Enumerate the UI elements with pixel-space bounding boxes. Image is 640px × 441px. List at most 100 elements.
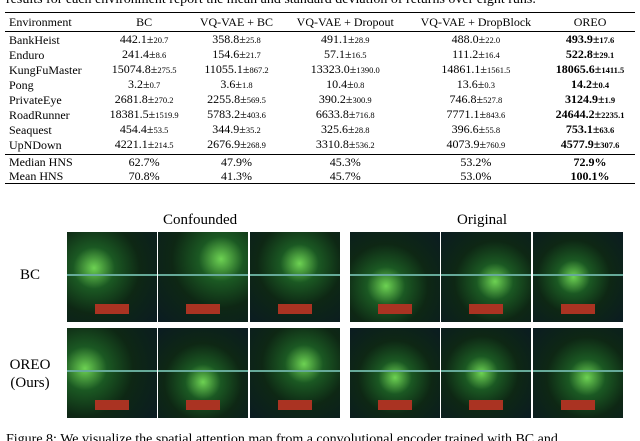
- mean: 491.1±: [321, 32, 355, 46]
- cell: 3.2±0.7: [99, 77, 189, 92]
- road: [67, 370, 157, 372]
- attention-image: [158, 232, 248, 322]
- score: [186, 400, 220, 410]
- cell: 13323.0±1390.0: [284, 62, 407, 77]
- road: [533, 370, 623, 372]
- cell: 41.3%: [220, 169, 252, 183]
- std: 63.6: [599, 125, 615, 135]
- std: 1411.5: [601, 65, 625, 75]
- cell: 390.2±300.9: [284, 92, 407, 107]
- mean: 111.2±: [452, 47, 485, 61]
- road: [67, 274, 157, 276]
- mean: 442.1±: [119, 32, 154, 46]
- mean: 57.1±: [324, 47, 352, 61]
- std: 20.7: [153, 35, 169, 45]
- row-label: BC: [19, 267, 40, 283]
- mean: 6633.8±: [315, 107, 356, 121]
- std: 17.6: [599, 35, 615, 45]
- cell: KungFuMaster: [9, 62, 82, 77]
- cell: 47.9%: [220, 155, 252, 169]
- cell: 325.6±28.8: [284, 122, 407, 137]
- table-row: Seaquest 454.4±53.5 344.9±35.2 325.6±28.8 39…: [5, 122, 635, 137]
- mean: 10.4±: [326, 77, 354, 91]
- cell: 2255.8±569.5: [189, 92, 284, 107]
- std: 0.3: [484, 80, 496, 90]
- header-cell: VQ-VAE + Dropout: [296, 15, 394, 29]
- summary-row: Median HNS 62.7% 47.9% 45.3% 53.2% 72.9%: [5, 155, 635, 170]
- score: [378, 400, 412, 410]
- std: 0.4: [598, 80, 610, 90]
- mean: 13323.0±: [310, 62, 357, 76]
- std: 527.8: [483, 95, 503, 105]
- cell: 493.9±17.6: [545, 32, 635, 48]
- mean: 3124.9±: [564, 92, 605, 106]
- score: [278, 400, 312, 410]
- mean: 14.2±: [570, 77, 599, 91]
- attention-image: [67, 232, 157, 322]
- mean: 2681.8±: [114, 92, 155, 106]
- cell: 488.0±22.0: [407, 32, 545, 48]
- score: [469, 400, 503, 410]
- std: 867.2: [249, 65, 269, 75]
- std: 1.9: [604, 95, 616, 105]
- std: 16.5: [351, 50, 367, 60]
- table-row: PrivateEye 2681.8±270.2 2255.8±569.5 390.2±…: [5, 92, 635, 107]
- std: 1561.5: [487, 65, 511, 75]
- road: [158, 370, 248, 372]
- cell: Pong: [9, 77, 34, 92]
- attention-image: [350, 232, 440, 322]
- score: [95, 304, 129, 314]
- column-label: Confounded: [163, 212, 238, 228]
- road: [533, 274, 623, 276]
- cell: Median HNS: [9, 155, 73, 169]
- row-label: OREO: [9, 357, 51, 373]
- std: 55.8: [485, 125, 501, 135]
- cell: 2681.8±270.2: [99, 92, 189, 107]
- mean: 154.6±: [212, 47, 246, 61]
- cell: 57.1±16.5: [284, 47, 407, 62]
- header-cell: OREO: [573, 15, 607, 29]
- cell: UpNDown: [9, 137, 62, 152]
- cell: 18381.5±1519.9: [99, 107, 189, 122]
- cell: 53.0%: [460, 169, 492, 183]
- table-row: Pong 3.2±0.7 3.6±1.8 10.4±0.8 13.6±0.3 14.2±0…: [5, 77, 635, 92]
- score: [186, 304, 220, 314]
- std: 843.6: [486, 110, 506, 120]
- road: [158, 274, 248, 276]
- std: 8.6: [155, 50, 167, 60]
- header-row: Environment BC VQ-VAE + BC VQ-VAE + Dropout…: [5, 12, 635, 32]
- cell: 358.8±25.8: [189, 32, 284, 48]
- cell: 396.6±55.8: [407, 122, 545, 137]
- table-row: RoadRunner 18381.5±1519.9 5783.2±403.6 6633…: [5, 107, 635, 122]
- mean: 4073.9±: [446, 137, 487, 151]
- cell: 53.2%: [460, 155, 492, 169]
- std: 1390.0: [356, 65, 380, 75]
- attention-image: [67, 328, 157, 418]
- score: [561, 304, 595, 314]
- summary-body: Median HNS 62.7% 47.9% 45.3% 53.2% 72.9% Mean …: [5, 154, 635, 184]
- row-label: (Ours): [10, 375, 50, 391]
- cell: 45.3%: [329, 155, 361, 169]
- mean: 493.9±: [565, 32, 600, 46]
- cell: 13.6±0.3: [407, 77, 545, 92]
- std: 1.8: [241, 80, 253, 90]
- cell: 753.1±63.6: [545, 122, 635, 137]
- std: 0.7: [149, 80, 161, 90]
- mean: 13.6±: [456, 77, 485, 91]
- cell: 6633.8±716.8: [284, 107, 407, 122]
- cell: 11055.1±867.2: [189, 62, 284, 77]
- attention-image: [250, 232, 340, 322]
- summary-row: Mean HNS 70.8% 41.3% 45.7% 53.0% 100.1%: [5, 169, 635, 184]
- table-body: BankHeist 442.1±20.7 358.8±25.8 491.1±28.9 4…: [5, 32, 635, 155]
- column-label: Original: [457, 212, 507, 228]
- header-cell: BC: [136, 15, 153, 29]
- cell: 454.4±53.5: [99, 122, 189, 137]
- cell: 111.2±16.4: [407, 47, 545, 62]
- cell: 72.9%: [573, 155, 607, 169]
- cell: 62.7%: [128, 155, 160, 169]
- attention-image: [533, 328, 623, 418]
- mean: 454.4±: [119, 122, 154, 136]
- cell: 10.4±0.8: [284, 77, 407, 92]
- cell: 442.1±20.7: [99, 32, 189, 48]
- cell: 100.1%: [570, 169, 610, 183]
